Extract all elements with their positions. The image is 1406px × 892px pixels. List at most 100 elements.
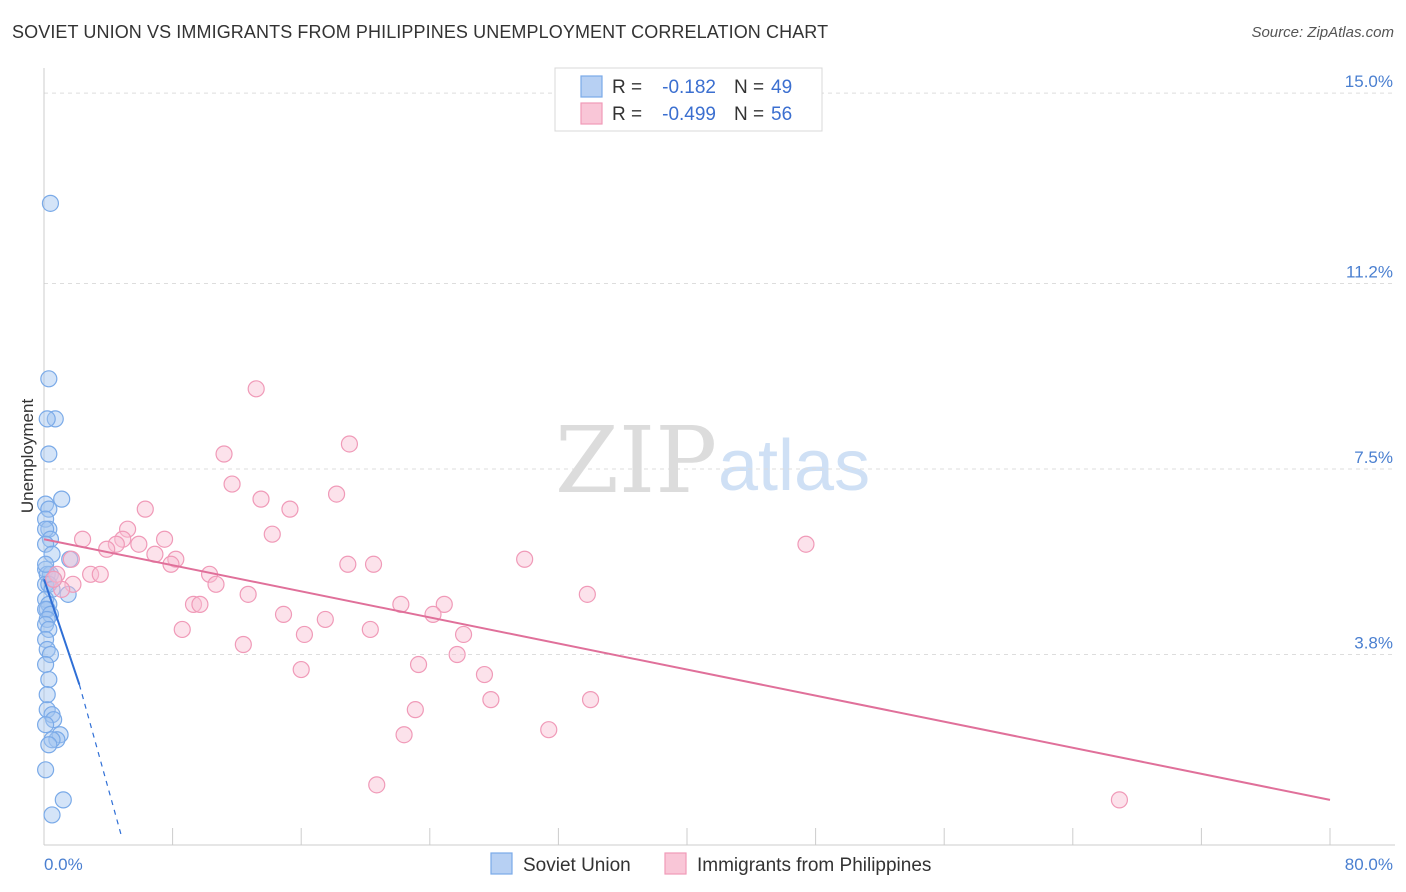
- philippines-point: [475, 665, 494, 684]
- philippines-point: [173, 620, 191, 639]
- philippines-point: [295, 625, 314, 644]
- philippines-point: [215, 445, 233, 463]
- soviet-union-point: [54, 791, 72, 809]
- philippines-point: [274, 605, 293, 624]
- soviet-union-point: [43, 806, 61, 824]
- philippines-point: [482, 691, 500, 709]
- philippines-point: [98, 540, 116, 558]
- soviet-union-trendline: [43, 578, 81, 685]
- philippines-point: [136, 500, 154, 518]
- philippines-point: [130, 535, 148, 553]
- y-tick-labels: 3.8% 7.5% 11.2% 15.0%: [1345, 72, 1393, 652]
- philippines-point: [578, 585, 596, 603]
- soviet-union-point: [43, 545, 61, 563]
- soviet-union-point: [37, 655, 55, 674]
- watermark-atlas: atlas: [718, 426, 870, 506]
- philippines-point: [292, 660, 310, 679]
- philippines-point: [252, 490, 270, 508]
- legend-swatch-soviet: [580, 75, 603, 98]
- soviet-union-point: [40, 500, 58, 518]
- soviet-union-point: [38, 686, 56, 704]
- legend-n-label: N =: [734, 77, 764, 98]
- soviet-union-trendline-extension: [78, 684, 122, 836]
- philippines-point: [364, 555, 383, 573]
- philippines-trendline: [43, 538, 1331, 801]
- soviet-union-point: [53, 490, 71, 508]
- legend-r-label: R =: [612, 104, 642, 125]
- x-tick-label-min: 0.0%: [44, 855, 83, 874]
- philippines-point: [316, 610, 334, 629]
- philippines-point: [540, 721, 558, 739]
- philippines-point: [239, 585, 257, 603]
- soviet-union-point: [43, 731, 61, 749]
- x-tick-label-max: 80.0%: [1345, 855, 1393, 874]
- philippines-point: [435, 595, 453, 613]
- chart-source: Source: ZipAtlas.com: [1251, 24, 1394, 41]
- philippines-point: [73, 530, 92, 548]
- soviet-union-point: [37, 510, 55, 528]
- legend-r-label: R =: [612, 77, 642, 98]
- philippines-point: [516, 550, 534, 568]
- legend-n-label: N =: [734, 104, 764, 125]
- legend-r-value-philippines: -0.499: [662, 104, 716, 125]
- chart-title: SOVIET UNION VS IMMIGRANTS FROM PHILIPPI…: [12, 22, 829, 42]
- philippines-point: [340, 435, 359, 453]
- philippines-point: [581, 691, 600, 709]
- philippines-point: [107, 535, 125, 553]
- soviet-union-point: [37, 495, 55, 513]
- soviet-union-point: [41, 530, 60, 548]
- x-axis-ticks: [172, 828, 1331, 845]
- soviet-union-point: [40, 370, 58, 388]
- y-tick-label: 3.8%: [1354, 634, 1393, 653]
- philippines-point: [409, 655, 428, 674]
- soviet-union-point: [37, 555, 55, 573]
- soviet-union-point: [40, 670, 58, 689]
- soviet-union-point: [40, 736, 58, 754]
- soviet-union-point: [41, 194, 60, 212]
- philippines-point: [339, 555, 357, 573]
- philippines-point: [191, 595, 209, 613]
- philippines-point: [234, 635, 252, 654]
- bottom-legend-swatch-philippines: [664, 852, 687, 875]
- soviet-union-point: [40, 445, 58, 463]
- legend-n-value-philippines: 56: [771, 104, 792, 125]
- philippines-point: [327, 485, 346, 503]
- soviet-union-point: [38, 410, 56, 428]
- top-legend: R = -0.182 N = 49 R = -0.499 N = 56: [554, 67, 823, 132]
- y-tick-label: 11.2%: [1346, 263, 1393, 282]
- philippines-point: [155, 530, 174, 548]
- soviet-union-point: [38, 701, 56, 719]
- legend-n-value-soviet: 49: [771, 77, 792, 98]
- philippines-point: [448, 645, 466, 664]
- soviet-union-point: [37, 615, 55, 634]
- philippines-point: [395, 726, 413, 744]
- philippines-point: [263, 525, 281, 543]
- philippines-point: [207, 575, 225, 593]
- philippines-point: [184, 595, 203, 613]
- y-axis-label: Unemployment: [18, 399, 37, 514]
- philippines-point: [223, 475, 241, 493]
- legend-swatch-philippines: [580, 102, 603, 125]
- philippines-point: [1110, 791, 1129, 809]
- philippines-point: [82, 565, 100, 583]
- philippines-point: [91, 565, 109, 583]
- philippines-point: [64, 575, 82, 593]
- philippines-point: [361, 620, 379, 639]
- trendlines: [43, 538, 1331, 836]
- philippines-point: [62, 550, 80, 568]
- philippines-point: [247, 380, 265, 398]
- bottom-legend-label-philippines: Immigrants from Philippines: [697, 855, 931, 876]
- philippines-points: [45, 380, 1129, 809]
- bottom-legend: Soviet Union Immigrants from Philippines: [490, 852, 931, 876]
- philippines-point: [406, 701, 424, 719]
- soviet-union-point: [41, 645, 60, 664]
- y-tick-label: 15.0%: [1345, 72, 1393, 91]
- gridlines: [44, 92, 1395, 656]
- soviet-union-point: [37, 520, 55, 538]
- philippines-point: [454, 625, 473, 644]
- soviet-union-point: [37, 761, 55, 779]
- bottom-legend-label-soviet: Soviet Union: [523, 855, 631, 876]
- legend-r-value-soviet: -0.182: [662, 77, 716, 98]
- philippines-point: [167, 550, 185, 568]
